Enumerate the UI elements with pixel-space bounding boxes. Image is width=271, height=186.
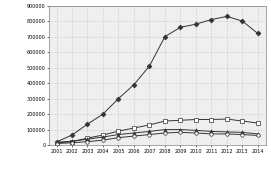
Poland [256, 134, 259, 137]
Poland [101, 139, 105, 141]
Line: Ukraine: Ukraine [55, 128, 260, 144]
Bulgaria [225, 118, 228, 120]
Ukraine [225, 131, 228, 133]
Poland [241, 133, 244, 136]
Poland [132, 135, 136, 137]
Bulgaria [241, 120, 244, 122]
Ukraine [86, 138, 89, 140]
Romania [55, 141, 58, 143]
Romania [210, 18, 213, 21]
Bulgaria [148, 124, 151, 126]
Ukraine [132, 132, 136, 134]
Ukraine [117, 133, 120, 136]
Ukraine [148, 130, 151, 133]
Bulgaria [163, 120, 167, 122]
Poland [163, 132, 167, 134]
Bulgaria [256, 122, 259, 124]
Ukraine [163, 129, 167, 131]
Romania [163, 36, 167, 38]
Romania [101, 113, 105, 115]
Bulgaria [55, 142, 58, 144]
Poland [179, 131, 182, 134]
Bulgaria [210, 118, 213, 121]
Bulgaria [101, 134, 105, 136]
Poland [225, 133, 228, 135]
Line: Poland: Poland [55, 131, 260, 145]
Poland [70, 142, 74, 144]
Line: Romania: Romania [55, 15, 260, 144]
Romania [241, 20, 244, 22]
Ukraine [101, 136, 105, 138]
Ukraine [55, 141, 58, 143]
Romania [194, 23, 198, 25]
Romania [117, 97, 120, 100]
Romania [148, 65, 151, 67]
Ukraine [241, 131, 244, 134]
Ukraine [194, 129, 198, 132]
Bulgaria [117, 130, 120, 132]
Bulgaria [194, 118, 198, 121]
Poland [210, 133, 213, 135]
Line: Bulgaria: Bulgaria [55, 117, 260, 145]
Bulgaria [179, 119, 182, 121]
Bulgaria [132, 127, 136, 129]
Ukraine [70, 140, 74, 142]
Bulgaria [86, 137, 89, 139]
Romania [179, 26, 182, 28]
Poland [86, 141, 89, 143]
Romania [256, 32, 259, 35]
Romania [86, 123, 89, 125]
Ukraine [210, 130, 213, 133]
Ukraine [256, 133, 259, 135]
Bulgaria [70, 141, 74, 143]
Ukraine [179, 129, 182, 131]
Poland [148, 133, 151, 136]
Poland [194, 132, 198, 134]
Romania [70, 134, 74, 136]
Romania [225, 15, 228, 17]
Poland [117, 137, 120, 139]
Romania [132, 84, 136, 86]
Poland [55, 142, 58, 145]
